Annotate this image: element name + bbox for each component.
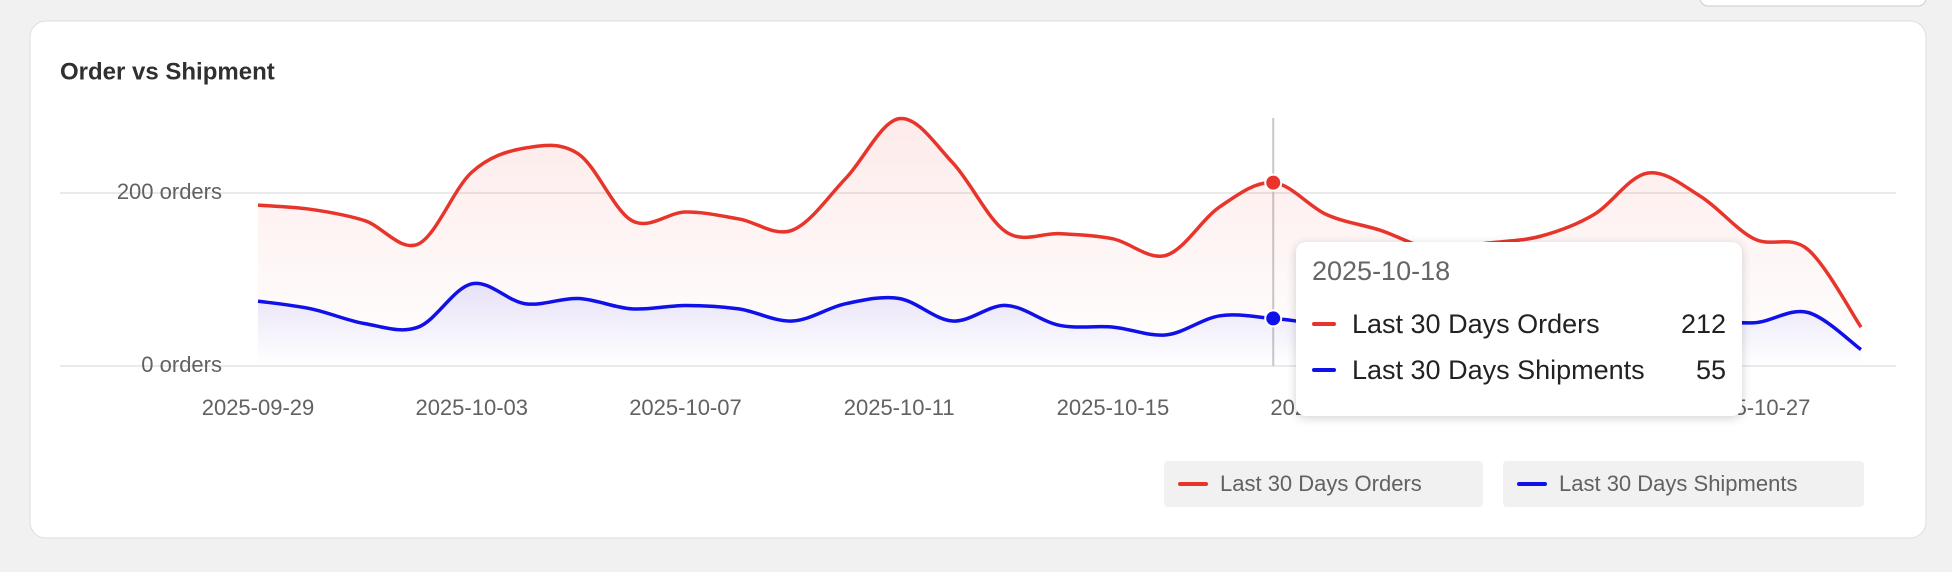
x-tick-label: 2025-09-29 [202, 395, 315, 420]
hover-point [1264, 173, 1283, 192]
x-tick-label: 2025-10-11 [844, 395, 955, 420]
tooltip-name: Last 30 Days Orders [1352, 308, 1600, 339]
legend-item[interactable]: Last 30 Days Shipments [1503, 461, 1864, 507]
legend-item[interactable]: Last 30 Days Orders [1164, 461, 1483, 507]
tooltip-swatch [1312, 368, 1336, 372]
y-tick-label: 200 orders [117, 179, 222, 204]
y-tick-label: 0 orders [141, 352, 222, 377]
legend-box [1164, 461, 1483, 507]
series-line [257, 116, 1863, 329]
header-button[interactable] [1699, 0, 1927, 7]
tooltip-row: Last 30 Days Orders 212 [1312, 301, 1726, 347]
tooltip-row: Last 30 Days Shipments 55 [1312, 347, 1726, 393]
tooltip-value: 55 [1695, 354, 1726, 385]
legend-box [1503, 461, 1864, 507]
legend-label: Last 30 Days Shipments [1559, 471, 1797, 496]
x-tick-label: 2025-10-15 [1057, 395, 1170, 420]
tooltip: 2025-10-18 Last 30 Days Orders 212 Last 30 … [1296, 242, 1742, 416]
hover-point [1264, 309, 1283, 328]
tooltip-swatch [1312, 322, 1336, 326]
x-tick-label: 2025-10-03 [415, 395, 528, 420]
chart-title: Order vs Shipment [60, 58, 275, 85]
x-tick-label: 2025-10-07 [629, 395, 742, 420]
tooltip-value: 212 [1680, 308, 1726, 339]
legend-label: Last 30 Days Orders [1220, 471, 1422, 496]
tooltip-name: Last 30 Days Shipments [1352, 354, 1645, 385]
tooltip-title: 2025-10-18 [1312, 256, 1451, 286]
